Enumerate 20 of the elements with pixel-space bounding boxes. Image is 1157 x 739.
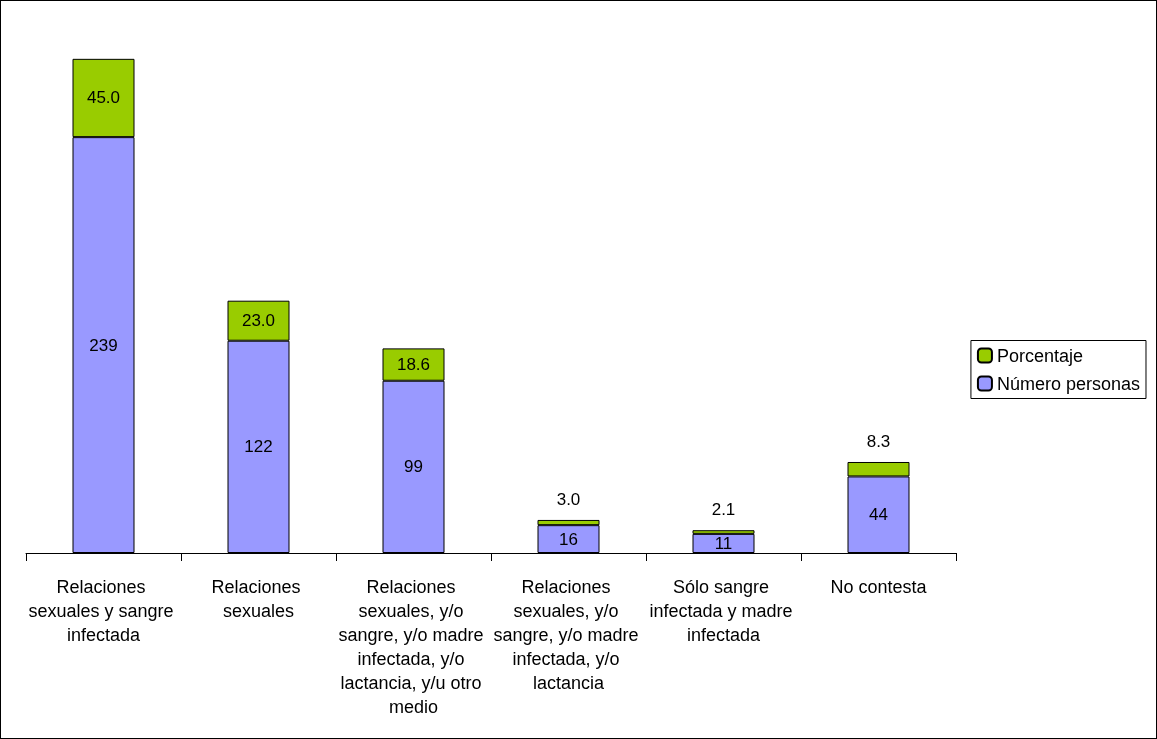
x-tick-label: Relaciones sexuales, y/o sangre, y/o madre infectada, y/o lactancia, y/u otro medio (338, 577, 489, 717)
legend-label: Porcentaje (996, 345, 1083, 366)
data-label: 23.0 (241, 311, 276, 331)
data-label: 2.1 (711, 500, 736, 520)
data-label: 11 (714, 533, 733, 553)
data-label: 239 (89, 335, 118, 355)
x-tick-label: Relaciones sexuales y sangre infectada (28, 577, 179, 645)
data-label: 122 (244, 437, 273, 457)
data-label: 3.0 (556, 489, 581, 509)
legend-label: Número personas (996, 373, 1141, 394)
data-label: 44 (869, 505, 888, 525)
data-label: 45.0 (86, 88, 121, 108)
x-tick-label: Relaciones sexuales, y/o sangre, y/o madre infectada, y/o lactancia (493, 577, 644, 693)
x-tick-label: Sólo sangre infectada y madre infectada (649, 577, 798, 645)
data-label: 8.3 (866, 432, 891, 451)
data-label: 16 (559, 529, 578, 549)
data-label: 18.6 (396, 355, 431, 375)
x-tick-label: Relaciones sexuales (211, 577, 306, 621)
x-tick-label: No contesta (830, 577, 928, 597)
data-label: 99 (404, 457, 423, 477)
